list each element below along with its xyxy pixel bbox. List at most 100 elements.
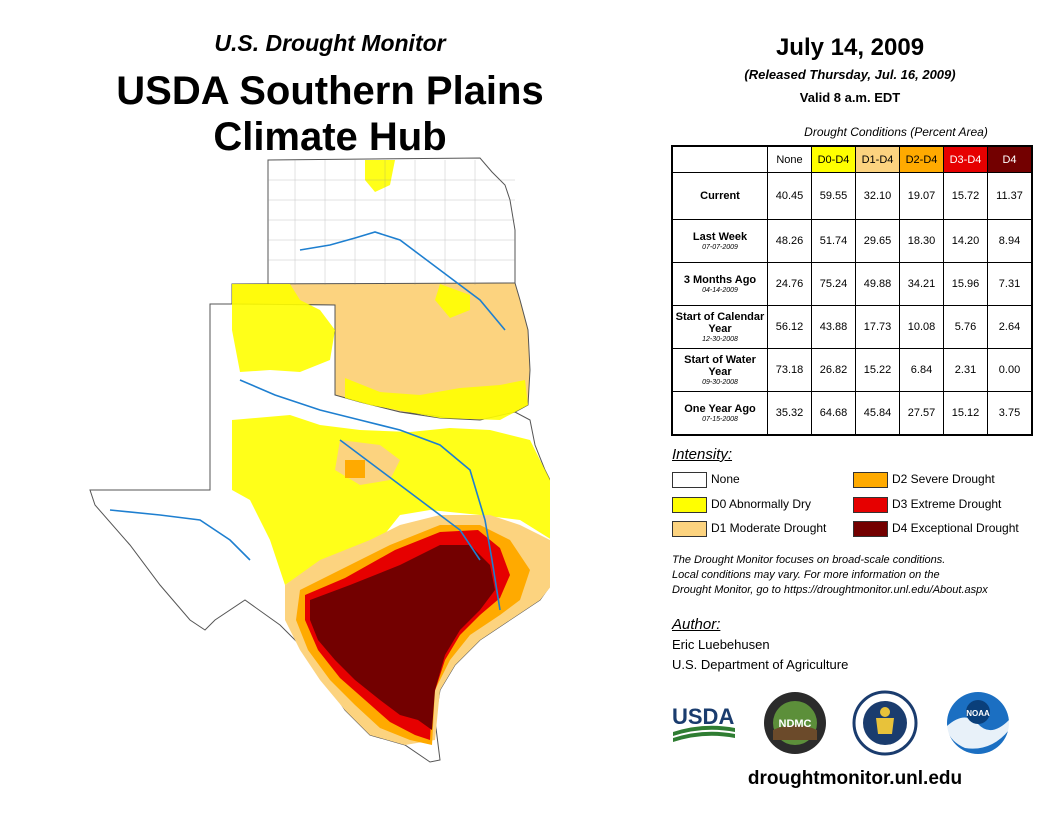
monitor-note: The Drought Monitor focuses on broad-sca… xyxy=(672,553,1042,598)
author-org: U.S. Department of Agriculture xyxy=(672,657,849,672)
website-link[interactable]: droughtmonitor.unl.edu xyxy=(747,768,963,789)
ok-d0-north xyxy=(435,284,470,318)
table-title: Drought Conditions (Percent Area) xyxy=(804,125,988,139)
table-cell: 15.96 xyxy=(943,262,988,306)
legend-label: None xyxy=(711,472,740,486)
table-cell: 43.88 xyxy=(811,305,856,349)
usda-logo: USDA xyxy=(672,704,735,742)
legend-label: D3 Extreme Drought xyxy=(892,497,1002,511)
row-label-text: Current xyxy=(700,190,740,202)
table-cell: 26.82 xyxy=(811,348,856,392)
table-cell: 59.55 xyxy=(811,172,856,220)
ndmc-logo-text: NDMC xyxy=(779,718,812,730)
drought-conditions-table: None D0-D4 D1-D4 D2-D4 D3-D4 D4 Current … xyxy=(671,145,1033,436)
row-label: 3 Months Ago 04-14-2009 xyxy=(671,262,768,306)
row-label: Start of Calendar Year 12-30-2008 xyxy=(671,305,768,349)
table-cell: 19.07 xyxy=(899,172,944,220)
release-date: (Released Thursday, Jul. 16, 2009) xyxy=(744,67,956,82)
rivers xyxy=(109,231,506,611)
table-cell: 5.76 xyxy=(943,305,988,349)
col-header-d3-d4: D3-D4 xyxy=(943,145,988,173)
noaa-logo: NOAA xyxy=(947,692,1009,754)
table-cell: 17.73 xyxy=(855,305,900,349)
table-cell: 15.22 xyxy=(855,348,900,392)
col-header-d1-d4: D1-D4 xyxy=(855,145,900,173)
legend-item-d3: D3 Extreme Drought xyxy=(853,496,1002,513)
ok-d0-west xyxy=(232,284,335,372)
author-name: Eric Luebehusen xyxy=(672,637,770,652)
table-header-row: None D0-D4 D1-D4 D2-D4 D3-D4 D4 xyxy=(672,145,1033,173)
county-grid xyxy=(268,160,515,285)
usda-logo-text: USDA xyxy=(672,704,734,729)
table-cell: 24.76 xyxy=(767,262,812,306)
col-header-d2-d4: D2-D4 xyxy=(899,145,944,173)
legend-item-d0: D0 Abnormally Dry xyxy=(672,496,812,513)
table-cell: 35.32 xyxy=(767,391,812,436)
noaa-logo-text: NOAA xyxy=(966,709,990,718)
map-date: July 14, 2009 xyxy=(775,34,925,61)
table-cell: 48.26 xyxy=(767,219,812,263)
legend-swatch xyxy=(672,520,707,537)
table-cell: 18.30 xyxy=(899,219,944,263)
legend-label: D2 Severe Drought xyxy=(892,472,995,486)
table-cell: 15.72 xyxy=(943,172,988,220)
row-label-text: Last Week xyxy=(692,230,748,243)
row-sublabel: 07-15-2008 xyxy=(702,415,738,423)
legend-label: D4 Exceptional Drought xyxy=(892,521,1019,535)
legend-swatch xyxy=(672,496,707,513)
commerce-seal-logo xyxy=(852,690,918,756)
table-cell: 8.94 xyxy=(987,219,1033,263)
table-cell: 15.12 xyxy=(943,391,988,436)
ks-d0 xyxy=(365,160,395,192)
row-label: Start of Water Year 09-30-2008 xyxy=(671,348,768,392)
table-cell: 7.31 xyxy=(987,262,1033,306)
table-row: Current 40.45 59.55 32.10 19.07 15.72 11… xyxy=(671,172,1033,220)
author-title: Author: xyxy=(672,616,721,633)
note-line: Local conditions may vary. For more info… xyxy=(672,569,940,581)
table-row: 3 Months Ago 04-14-2009 24.76 75.24 49.88… xyxy=(671,262,1033,306)
table-cell: 49.88 xyxy=(855,262,900,306)
legend-swatch xyxy=(853,496,888,513)
col-header-d0-d4: D0-D4 xyxy=(811,145,856,173)
table-cell: 27.57 xyxy=(899,391,944,436)
ndmc-logo: NDMC xyxy=(764,692,826,754)
table-cell: 10.08 xyxy=(899,305,944,349)
table-cell: 40.45 xyxy=(767,172,812,220)
table-cell: 45.84 xyxy=(855,391,900,436)
ok-d0-south xyxy=(345,378,528,420)
legend-swatch xyxy=(672,471,707,488)
row-label: Current xyxy=(671,172,768,220)
table-row: Start of Calendar Year 12-30-2008 56.12 4… xyxy=(671,305,1033,349)
col-header-d4: D4 xyxy=(987,145,1033,173)
legend-title: Intensity: xyxy=(672,446,733,463)
valid-time: Valid 8 a.m. EDT xyxy=(799,90,901,105)
legend-label: D0 Abnormally Dry xyxy=(711,497,812,511)
row-sublabel: 07-07-2009 xyxy=(702,243,738,251)
note-line: The Drought Monitor focuses on broad-sca… xyxy=(672,554,946,566)
row-label-text: One Year Ago xyxy=(684,402,756,415)
table-row: One Year Ago 07-15-2008 35.32 64.68 45.84… xyxy=(671,391,1033,436)
table-cell: 51.74 xyxy=(811,219,856,263)
legend-item-d2: D2 Severe Drought xyxy=(853,471,995,488)
table-row: Last Week 07-07-2009 48.26 51.74 29.65 18… xyxy=(671,219,1033,263)
legend-label: D1 Moderate Drought xyxy=(711,521,827,535)
table-row: Start of Water Year 09-30-2008 73.18 26.8… xyxy=(671,348,1033,392)
table-cell: 56.12 xyxy=(767,305,812,349)
table-cell: 14.20 xyxy=(943,219,988,263)
table-cell: 75.24 xyxy=(811,262,856,306)
legend-swatch xyxy=(853,520,888,537)
table-cell: 2.64 xyxy=(987,305,1033,349)
legend-item-none: None xyxy=(672,471,740,488)
note-line: Drought Monitor, go to https://droughtmo… xyxy=(672,584,988,596)
table-cell: 11.37 xyxy=(987,172,1033,220)
table-cell: 32.10 xyxy=(855,172,900,220)
table-cell: 29.65 xyxy=(855,219,900,263)
tx-d0 xyxy=(232,415,550,585)
title-line-2: Climate Hub xyxy=(213,115,447,159)
row-label: Last Week 07-07-2009 xyxy=(671,219,768,263)
tx-d4 xyxy=(310,545,495,730)
table-cell: 0.00 xyxy=(987,348,1033,392)
row-label: One Year Ago 07-15-2008 xyxy=(671,391,768,436)
legend-swatch xyxy=(853,471,888,488)
table-cell: 34.21 xyxy=(899,262,944,306)
